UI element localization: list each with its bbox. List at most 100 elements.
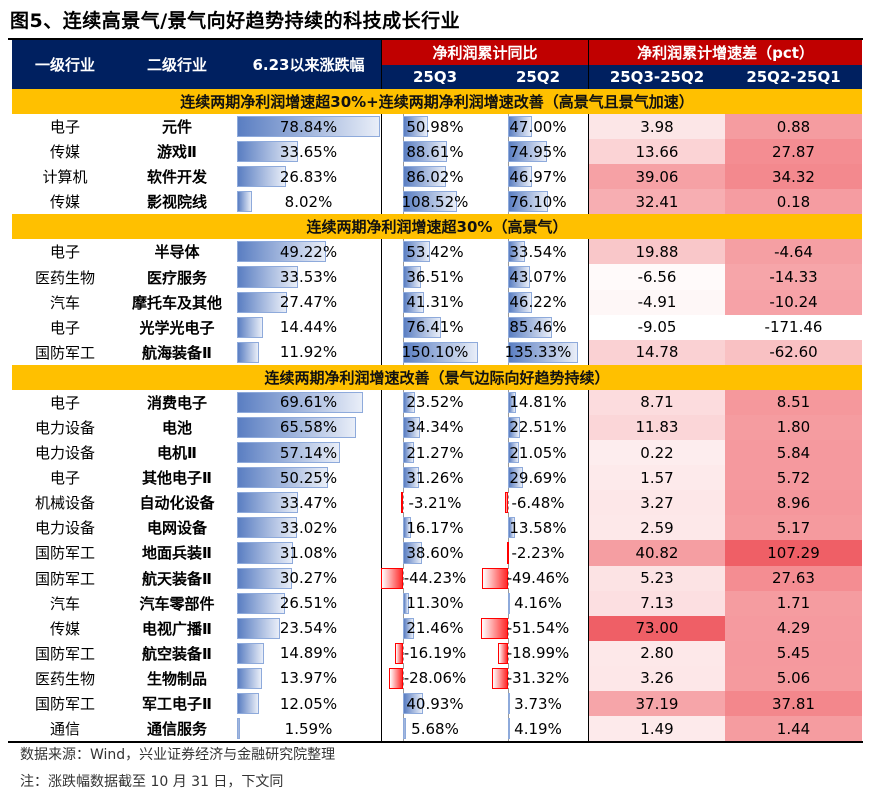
diff-q2q1-value: 37.81: [772, 694, 815, 713]
yoy-25q3-bar: [394, 642, 403, 664]
diff-q2q1-value: 1.71: [776, 594, 811, 613]
yoy-25q3-value: 31.26%: [406, 468, 464, 487]
yoy-25q2-bar: [508, 416, 520, 439]
return-bar: [237, 642, 264, 664]
diff-q2q1-value: 5.45: [776, 644, 811, 663]
diff-q2q1-value: 5.84: [776, 443, 811, 462]
level2-industry: 航海装备Ⅱ: [142, 343, 212, 362]
yoy-25q2-cell: 46.22%: [488, 289, 588, 315]
level1-industry: 汽车: [49, 594, 80, 613]
diff-q2q1-cell: 27.87: [725, 139, 862, 165]
yoy-25q3-value: 150.10%: [401, 343, 469, 362]
yoy-25q3-cell: 31.26%: [381, 465, 488, 491]
header-col3: 6.23以来涨跌幅: [252, 56, 365, 74]
yoy-25q3-bar: [403, 166, 446, 188]
yoy-25q2-cell: 135.33%: [488, 339, 588, 365]
return-value: 13.97%: [279, 669, 338, 688]
yoy-25q2-value: 29.69%: [509, 468, 567, 487]
level2-industry-cell: 电视广播Ⅱ: [118, 616, 236, 641]
section-header: 连续两期净利润增速改善（景气边际向好趋势持续）: [12, 364, 862, 390]
yoy-25q3-value: 36.51%: [406, 268, 464, 287]
yoy-25q2-value: -6.48%: [511, 493, 565, 512]
yoy-25q2-cell: 4.16%: [488, 590, 588, 616]
level2-industry: 航天装备Ⅱ: [142, 569, 212, 588]
yoy-25q3-bar: [403, 718, 406, 740]
level1-industry: 电子: [49, 118, 80, 137]
yoy-25q2-bar: [508, 191, 548, 213]
table-row: 国防军工 军工电子Ⅱ 12.05% 40.93% 3.73% 37.19 37.81: [12, 690, 862, 717]
yoy-25q2-cell: 29.69%: [488, 465, 588, 491]
level1-industry-cell: 国防军工: [12, 566, 118, 591]
diff-q3q2-cell: 13.66: [588, 139, 725, 165]
level1-industry: 国防军工: [34, 644, 95, 663]
level2-industry-cell: 军工电子Ⅱ: [118, 691, 236, 716]
yoy-25q2-bar: [508, 442, 519, 464]
level2-industry-cell: 电机Ⅱ: [118, 440, 236, 465]
return-since-0623-cell: 8.02%: [236, 189, 381, 214]
level1-industry: 计算机: [42, 168, 88, 187]
yoy-25q2-cell: 46.97%: [488, 164, 588, 190]
yoy-25q3-cell: 108.52%: [381, 189, 488, 215]
level1-industry-cell: 医药生物: [12, 666, 118, 691]
diff-q2q1-value: 0.88: [776, 117, 811, 136]
diff-q2q1-value: -14.33: [769, 268, 818, 287]
level1-industry: 电子: [49, 243, 80, 262]
yoy-25q2-value: 4.19%: [514, 719, 562, 738]
yoy-25q2-value: 3.73%: [514, 694, 562, 713]
yoy-25q3-bar: [403, 442, 414, 464]
yoy-25q3-value: -16.19%: [403, 644, 467, 663]
yoy-25q2-value: -31.32%: [506, 669, 570, 688]
return-since-0623-cell: 69.61%: [236, 390, 381, 415]
yoy-25q2-cell: 3.73%: [488, 690, 588, 717]
level2-industry: 航空装备Ⅱ: [142, 644, 212, 663]
yoy-25q3-value: 38.60%: [406, 543, 464, 562]
yoy-25q2-value: 33.54%: [509, 242, 567, 261]
return-value: 50.25%: [279, 468, 338, 487]
yoy-25q2-cell: -31.32%: [488, 665, 588, 691]
level1-industry-cell: 传媒: [12, 616, 118, 641]
table-row: 医药生物 生物制品 13.97% -28.06% -31.32% 3.26 5.06: [12, 665, 862, 691]
yoy-25q3-bar: [403, 617, 414, 639]
yoy-25q3-cell: 34.34%: [381, 414, 488, 441]
diff-q2q1-cell: -10.24: [725, 289, 862, 315]
level1-industry: 医药生物: [34, 268, 95, 287]
yoy-25q2-bar: [508, 141, 547, 163]
zero-axis: [403, 665, 404, 691]
yoy-25q3-bar: [403, 241, 430, 263]
table-row: 电子 元件 78.84% 50.98% 47.00% 3.98 0.88: [12, 114, 862, 140]
level1-industry: 国防军工: [34, 569, 95, 588]
level1-industry: 传媒: [49, 143, 80, 162]
level1-industry-cell: 国防军工: [12, 691, 118, 716]
level2-industry-cell: 生物制品: [118, 666, 236, 691]
level2-industry: 其他电子Ⅱ: [142, 469, 212, 488]
diff-q3q2-value: -6.56: [637, 268, 677, 287]
return-since-0623-cell: 30.27%: [236, 566, 381, 591]
diff-q2q1-value: -10.24: [769, 293, 818, 312]
diff-q3q2-cell: 3.98: [588, 114, 725, 140]
return-value: 33.47%: [279, 493, 338, 512]
yoy-25q3-bar: [403, 291, 424, 313]
yoy-25q2-cell: 74.95%: [488, 139, 588, 165]
yoy-25q3-bar: [403, 391, 415, 413]
return-since-0623-cell: 27.47%: [236, 290, 381, 315]
yoy-25q3-bar: [388, 667, 403, 689]
level2-industry: 自动化设备: [139, 494, 215, 513]
level2-industry: 摩托车及其他: [131, 293, 222, 312]
table-row: 电力设备 电池 65.58% 34.34% 22.51% 11.83 1.80: [12, 414, 862, 441]
return-since-0623-cell: 31.08%: [236, 540, 381, 565]
return-value: 23.54%: [279, 619, 338, 638]
yoy-25q2-bar: [508, 291, 533, 313]
yoy-25q3-cell: 5.68%: [381, 716, 488, 742]
diff-q3q2-cell: 3.26: [588, 665, 725, 691]
yoy-25q3-cell: 86.02%: [381, 164, 488, 190]
diff-q3q2-cell: 8.71: [588, 389, 725, 415]
level1-industry: 国防军工: [34, 695, 95, 714]
diff-q3q2-value: 7.13: [640, 594, 674, 613]
return-since-0623-cell: 26.51%: [236, 591, 381, 616]
level2-industry-cell: 其他电子Ⅱ: [118, 465, 236, 490]
return-bar: [237, 667, 263, 689]
diff-q3q2-value: 2.80: [640, 644, 674, 663]
header-25q3: 25Q3: [381, 65, 488, 89]
level2-industry-cell: 地面兵装Ⅱ: [118, 540, 236, 565]
yoy-25q2-value: -51.54%: [506, 619, 570, 638]
